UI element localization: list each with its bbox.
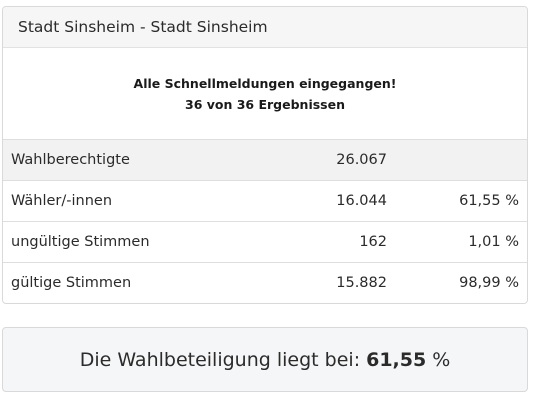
notice-line-2: 36 von 36 Ergebnissen [185,96,345,112]
stat-value: 26.067 [336,152,387,168]
table-row: gültige Stimmen 15.882 98,99 % [3,262,527,304]
notice-line-1: Alle Schnellmeldungen eingegangen! [133,75,397,91]
stat-percent: 98,99 % [459,275,519,292]
stat-percent [387,140,527,181]
stat-label: Wähler/-innen [11,193,113,209]
stat-value: 162 [359,234,387,250]
turnout-summary: Die Wahlbeteiligung liegt bei: 61,55 % [2,327,528,392]
table-row: Wahlberechtigte 26.067 [3,139,527,181]
stat-percent: 61,55 % [459,193,519,209]
table-row: Wähler/-innen 16.044 61,55 % [3,180,527,222]
stats-table: Wahlberechtigte 26.067 Wähler/-innen 16.… [3,139,527,304]
turnout-unit: % [432,348,451,371]
results-card: Stadt Sinsheim - Stadt Sinsheim Alle Sch… [2,6,528,304]
table-row: ungültige Stimmen 162 1,01 % [3,221,527,263]
card-header: Stadt Sinsheim - Stadt Sinsheim [3,7,527,48]
stat-value: 15.882 [336,275,387,292]
stat-percent: 1,01 % [468,234,519,250]
stat-label: ungültige Stimmen [11,234,150,250]
status-notice: Alle Schnellmeldungen eingegangen! 36 vo… [3,48,527,139]
turnout-value: 61,55 [366,348,427,371]
turnout-prefix: Die Wahlbeteiligung liegt bei: [79,348,361,371]
stat-label: Wahlberechtigte [11,152,130,168]
stat-value: 16.044 [336,193,387,209]
stat-label: gültige Stimmen [11,275,132,292]
card-title: Stadt Sinsheim - Stadt Sinsheim [18,18,268,36]
